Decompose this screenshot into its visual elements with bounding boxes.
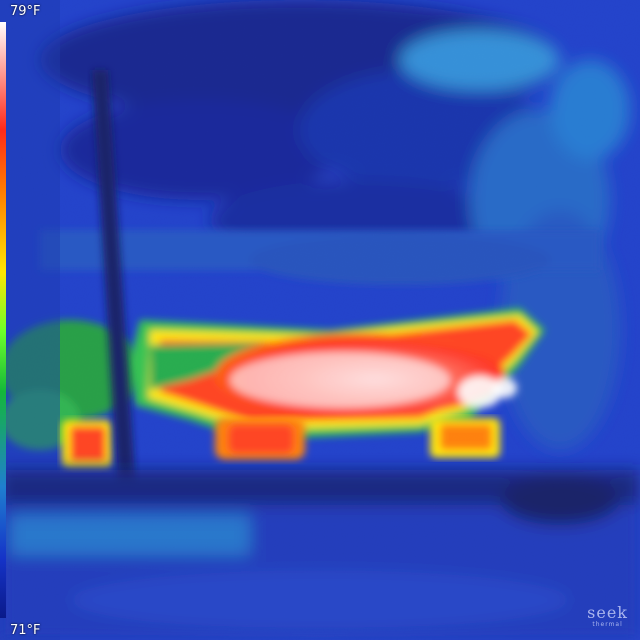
max-temperature-label: 79°F: [10, 4, 41, 19]
brand-name: seek: [587, 603, 628, 622]
brand-sub: thermal: [592, 621, 623, 628]
brand-logo: seek thermal: [587, 605, 628, 628]
min-temperature-label: 71°F: [10, 623, 41, 638]
color-scale-bar: [0, 22, 6, 618]
